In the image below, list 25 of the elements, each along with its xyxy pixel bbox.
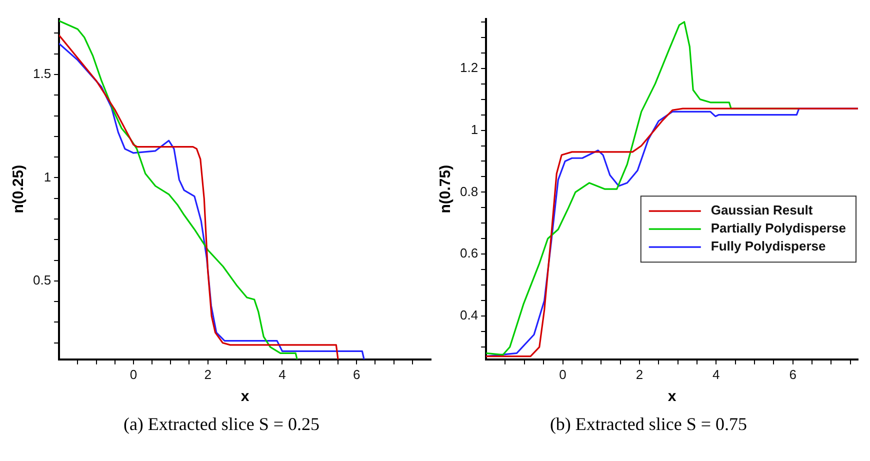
x-axis-title: x <box>668 388 677 406</box>
y-tick-label: 0.6 <box>460 246 478 261</box>
text: (a) Extracted slice S = 0.25 <box>123 414 320 435</box>
y-tick-label: 0.8 <box>460 184 478 199</box>
legend-label: Partially Polydisperse <box>710 220 846 236</box>
y-tick-label: 0.4 <box>460 308 478 323</box>
x-axis-title: x <box>240 388 250 406</box>
y-tick-label: 1.2 <box>460 60 478 75</box>
y-tick-label: 1 <box>470 122 478 137</box>
x-tick-label: 4 <box>278 366 286 382</box>
y-axis-title: n(0.75) <box>437 164 454 214</box>
x-tick-label: 2 <box>204 366 212 382</box>
y-tick-label: 0.5 <box>32 272 52 288</box>
x-tick-label: 2 <box>636 366 644 382</box>
x-tick-label: 0 <box>130 366 138 382</box>
y-tick-label: 1.5 <box>32 66 52 82</box>
x-tick-label: 4 <box>712 366 720 382</box>
x-tick-label: 0 <box>559 366 566 382</box>
text: (b) Extracted slice S = 0.75 <box>550 414 748 435</box>
legend-label: Gaussian Result <box>710 202 814 218</box>
y-tick-label: 1 <box>44 169 52 184</box>
x-tick-label: 6 <box>789 366 796 382</box>
y-axis-title: n(0.25) <box>10 164 28 214</box>
x-tick-label: 6 <box>352 366 360 382</box>
legend-label: Fully Polydisperse <box>710 238 826 254</box>
